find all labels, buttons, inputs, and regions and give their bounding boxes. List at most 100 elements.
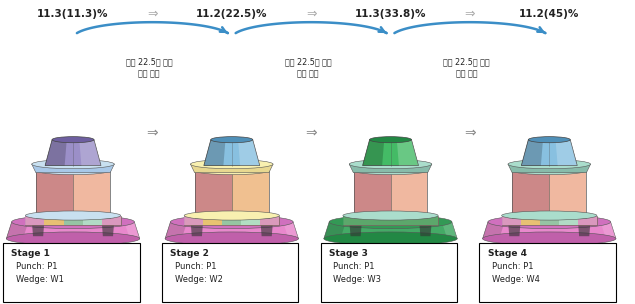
Polygon shape	[400, 216, 419, 225]
Polygon shape	[397, 140, 418, 165]
Polygon shape	[79, 140, 101, 165]
Polygon shape	[419, 220, 432, 236]
Polygon shape	[6, 222, 29, 239]
Polygon shape	[521, 140, 577, 165]
FancyBboxPatch shape	[3, 243, 140, 302]
Polygon shape	[190, 164, 273, 173]
Ellipse shape	[386, 220, 395, 223]
Polygon shape	[190, 220, 203, 236]
Ellipse shape	[370, 137, 411, 143]
Text: ⇒: ⇒	[305, 125, 317, 139]
Polygon shape	[362, 216, 381, 225]
Text: 소재 22.5도 회전
쌍기 교체: 소재 22.5도 회전 쌍기 교체	[126, 58, 173, 78]
Polygon shape	[184, 216, 279, 225]
Polygon shape	[32, 164, 114, 173]
Ellipse shape	[195, 167, 269, 174]
Text: Punch: P1: Punch: P1	[333, 262, 375, 271]
Text: 11.2(22.5)%: 11.2(22.5)%	[196, 9, 267, 19]
Text: Wedge: W3: Wedge: W3	[333, 275, 382, 284]
Text: Stage 1: Stage 1	[11, 249, 50, 258]
Polygon shape	[343, 216, 362, 225]
Text: ⇒: ⇒	[306, 7, 316, 20]
Ellipse shape	[354, 167, 427, 174]
Polygon shape	[45, 140, 101, 165]
Text: 11.3(11.3)%: 11.3(11.3)%	[37, 9, 109, 19]
Polygon shape	[203, 216, 222, 225]
Ellipse shape	[52, 137, 94, 143]
Polygon shape	[556, 140, 577, 165]
Text: Wedge: W2: Wedge: W2	[175, 275, 222, 284]
Ellipse shape	[349, 160, 432, 169]
Ellipse shape	[227, 220, 236, 223]
Polygon shape	[25, 216, 121, 225]
Ellipse shape	[190, 160, 273, 169]
Polygon shape	[32, 220, 44, 236]
Polygon shape	[184, 216, 203, 225]
Text: ⇒: ⇒	[464, 125, 476, 139]
Ellipse shape	[343, 211, 438, 220]
Polygon shape	[354, 171, 391, 218]
FancyBboxPatch shape	[479, 243, 616, 302]
Polygon shape	[508, 164, 591, 173]
Ellipse shape	[25, 211, 121, 220]
Ellipse shape	[502, 211, 597, 220]
Polygon shape	[204, 140, 225, 165]
FancyBboxPatch shape	[162, 243, 298, 302]
Polygon shape	[578, 220, 591, 236]
Text: Punch: P1: Punch: P1	[16, 262, 57, 271]
Text: Punch: P1: Punch: P1	[492, 262, 533, 271]
Polygon shape	[124, 222, 140, 239]
Polygon shape	[165, 222, 187, 239]
Polygon shape	[238, 140, 260, 165]
Text: Wedge: W4: Wedge: W4	[492, 275, 540, 284]
Polygon shape	[559, 216, 578, 225]
Ellipse shape	[324, 232, 457, 245]
Polygon shape	[349, 220, 362, 236]
Polygon shape	[363, 140, 384, 165]
Polygon shape	[601, 222, 616, 239]
Text: Stage 2: Stage 2	[170, 249, 209, 258]
Ellipse shape	[69, 220, 77, 223]
Polygon shape	[324, 222, 346, 239]
Polygon shape	[36, 171, 73, 218]
Ellipse shape	[211, 137, 253, 143]
Polygon shape	[540, 216, 559, 225]
Ellipse shape	[488, 215, 611, 229]
Ellipse shape	[6, 232, 140, 245]
Polygon shape	[502, 216, 521, 225]
Polygon shape	[349, 164, 432, 173]
Ellipse shape	[512, 167, 586, 174]
Polygon shape	[578, 216, 597, 225]
Polygon shape	[45, 140, 67, 165]
Ellipse shape	[483, 232, 616, 245]
Polygon shape	[241, 216, 260, 225]
Ellipse shape	[184, 211, 279, 220]
Polygon shape	[343, 216, 438, 225]
Text: ⇒: ⇒	[147, 125, 158, 139]
Ellipse shape	[545, 220, 554, 223]
Polygon shape	[6, 222, 140, 239]
Polygon shape	[419, 216, 438, 225]
Polygon shape	[324, 222, 457, 239]
Text: 소재 22.5도 회전
쌍기 교체: 소재 22.5도 회전 쌍기 교체	[443, 58, 490, 78]
Polygon shape	[204, 140, 260, 165]
Polygon shape	[44, 216, 64, 225]
Text: 11.2(45)%: 11.2(45)%	[519, 9, 580, 19]
Polygon shape	[521, 140, 543, 165]
Polygon shape	[283, 222, 298, 239]
Ellipse shape	[36, 167, 110, 174]
Text: 소재 22.5도 회전
쌍기 교체: 소재 22.5도 회전 쌍기 교체	[284, 58, 331, 78]
Ellipse shape	[32, 160, 114, 169]
Text: ⇒: ⇒	[147, 7, 157, 20]
Text: Wedge: W1: Wedge: W1	[16, 275, 64, 284]
Polygon shape	[502, 216, 597, 225]
Polygon shape	[64, 216, 83, 225]
Polygon shape	[260, 216, 279, 225]
Ellipse shape	[165, 232, 298, 245]
Polygon shape	[165, 222, 298, 239]
Ellipse shape	[528, 137, 570, 143]
Polygon shape	[195, 171, 232, 218]
Polygon shape	[222, 216, 241, 225]
Polygon shape	[232, 171, 269, 218]
Polygon shape	[83, 216, 102, 225]
